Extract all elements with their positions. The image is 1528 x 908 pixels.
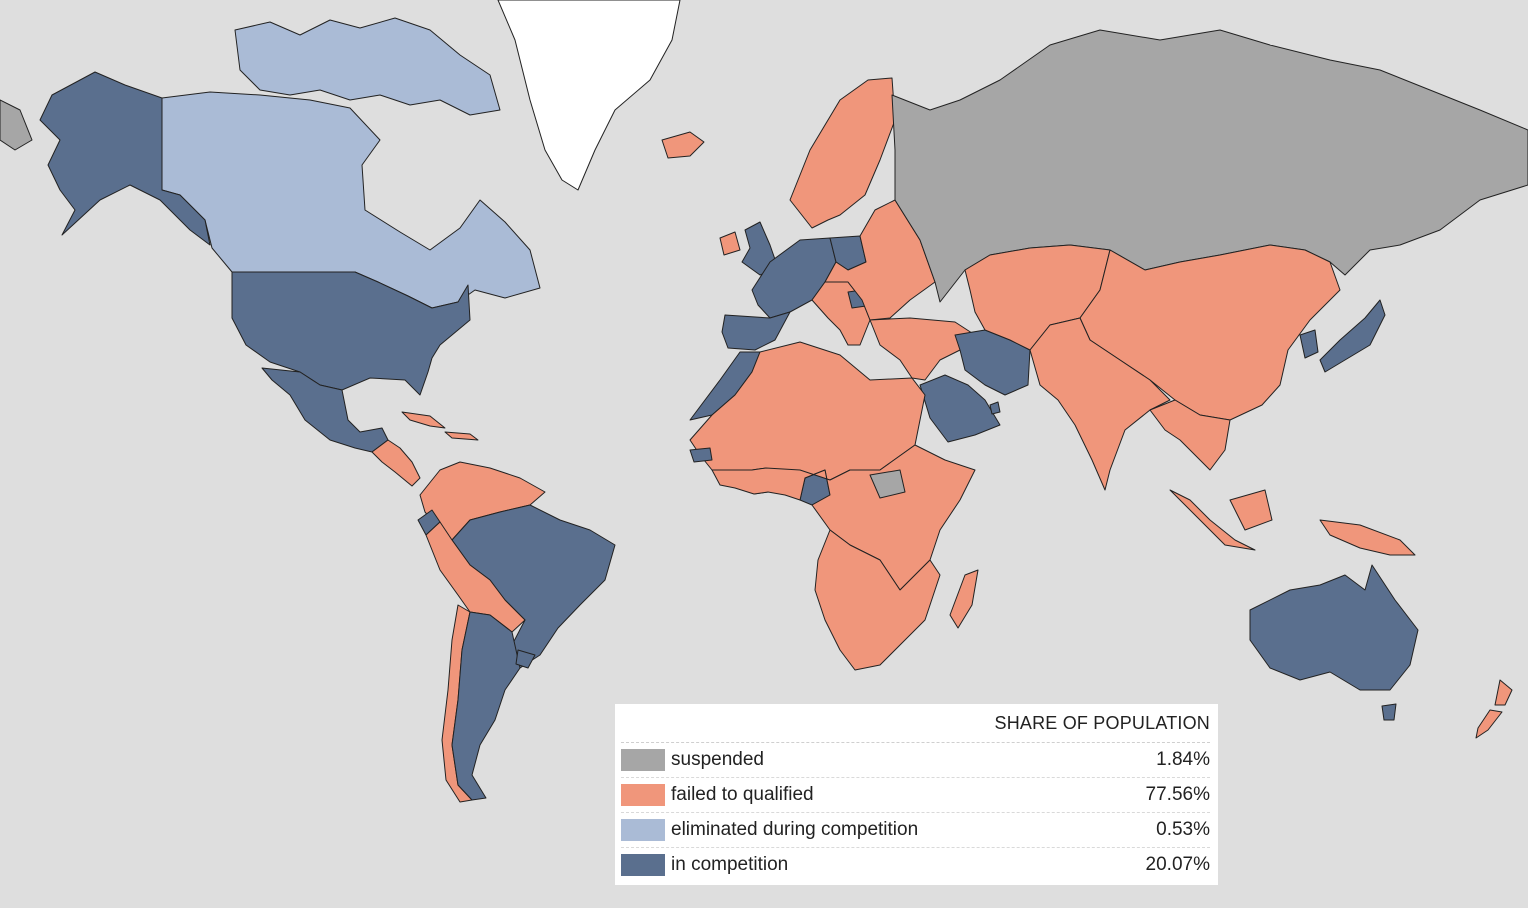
legend-rows: suspended 1.84% failed to qualified 77.5…	[621, 743, 1210, 882]
region-saudi-arabia[interactable]	[919, 374, 1001, 443]
region-ireland[interactable]	[719, 231, 741, 256]
legend-row-in-competition[interactable]: in competition 20.07%	[621, 848, 1210, 882]
legend-swatch-eliminated	[621, 819, 665, 841]
region-australia[interactable]	[1249, 564, 1419, 691]
legend-value: 20.07%	[1145, 854, 1210, 875]
region-japan[interactable]	[1319, 299, 1386, 373]
region-india-south-asia[interactable]	[1029, 317, 1171, 491]
region-madagascar[interactable]	[949, 569, 979, 629]
legend-panel: SHARE OF POPULATION suspended 1.84% fail…	[615, 704, 1218, 885]
region-tasmania[interactable]	[1381, 703, 1397, 721]
region-central-america[interactable]	[371, 439, 421, 487]
legend-swatch-suspended	[621, 749, 665, 771]
legend-value: 77.56%	[1145, 784, 1210, 805]
region-qatar[interactable]	[989, 401, 1001, 415]
region-alaska[interactable]	[39, 71, 211, 246]
region-canada[interactable]	[161, 91, 541, 309]
region-scandinavia[interactable]	[789, 77, 896, 229]
region-north-africa[interactable]	[689, 341, 926, 481]
region-canada-arctic-islands[interactable]	[234, 17, 501, 116]
region-chukotka[interactable]	[0, 99, 33, 151]
region-southeast-asia[interactable]	[1149, 399, 1231, 471]
legend-row-eliminated[interactable]: eliminated during competition 0.53%	[621, 813, 1210, 848]
legend-swatch-in-competition	[621, 854, 665, 876]
region-spain-portugal[interactable]	[721, 311, 791, 351]
region-uruguay[interactable]	[515, 649, 536, 669]
region-new-zealand[interactable]	[1475, 679, 1513, 739]
region-senegal[interactable]	[689, 447, 713, 463]
region-south-sudan[interactable]	[869, 469, 906, 499]
legend-label: eliminated during competition	[671, 819, 919, 840]
region-usa[interactable]	[231, 271, 471, 396]
region-korea[interactable]	[1299, 329, 1319, 359]
region-argentina[interactable]	[451, 611, 521, 801]
legend-value: 1.84%	[1156, 749, 1210, 770]
region-caribbean[interactable]	[401, 411, 479, 441]
legend-swatch-failed	[621, 784, 665, 806]
legend-label: suspended	[671, 749, 764, 770]
legend-header: SHARE OF POPULATION	[621, 704, 1210, 743]
region-peru-bolivia[interactable]	[425, 521, 526, 633]
region-greenland[interactable]	[497, 0, 681, 191]
region-southern-africa[interactable]	[814, 529, 941, 671]
legend-row-failed[interactable]: failed to qualified 77.56%	[621, 778, 1210, 813]
region-turkey-middle-east[interactable]	[869, 317, 976, 381]
legend-label: failed to qualified	[671, 784, 814, 805]
region-indonesia-png[interactable]	[1169, 489, 1416, 556]
region-iceland[interactable]	[661, 131, 705, 159]
legend-label: in competition	[671, 854, 789, 875]
legend-value: 0.53%	[1156, 819, 1210, 840]
legend-row-suspended[interactable]: suspended 1.84%	[621, 743, 1210, 778]
